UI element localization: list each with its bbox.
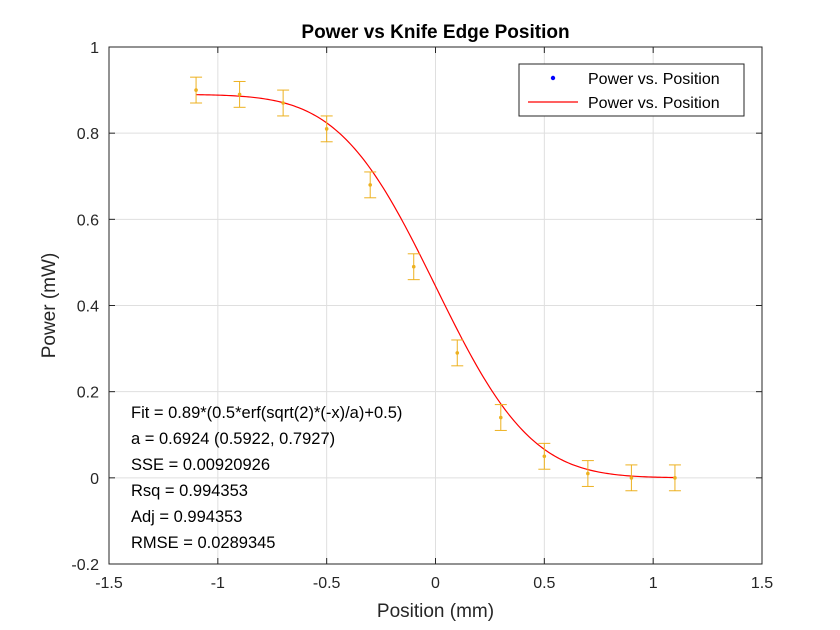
data-point bbox=[542, 454, 547, 459]
y-axis-label: Power (mW) bbox=[39, 253, 60, 359]
data-point bbox=[629, 476, 634, 480]
data-point bbox=[499, 415, 503, 420]
y-tick-label: 0.8 bbox=[77, 126, 99, 143]
annotation-fit-equation: Fit = 0.89*(0.5*erf(sqrt(2)*(-x)/a)+0.5) bbox=[131, 404, 402, 422]
data-point bbox=[586, 471, 590, 476]
y-tick-label: -0.2 bbox=[71, 557, 99, 574]
x-tick-labels: -1.5 -1 -0.5 0 0.5 1 1.5 bbox=[95, 575, 773, 592]
x-tick-label: 1.5 bbox=[751, 575, 773, 592]
legend: Power vs. Position Power vs. Position bbox=[518, 63, 745, 117]
fit-line-layer bbox=[196, 94, 675, 479]
data-point bbox=[324, 127, 329, 131]
legend-box bbox=[518, 63, 745, 117]
legend-entry-points: Power vs. Position bbox=[588, 71, 720, 88]
axis-ticks bbox=[108, 46, 763, 565]
x-tick-label: -1 bbox=[211, 575, 225, 592]
y-tick-label: 0.6 bbox=[77, 212, 99, 229]
data-point-with-errorbar bbox=[190, 76, 203, 104]
annotation-adj: Adj = 0.994353 bbox=[131, 508, 242, 526]
data-points-layer bbox=[190, 76, 681, 492]
data-point-with-errorbar bbox=[451, 339, 464, 367]
data-point-with-errorbar bbox=[538, 442, 551, 470]
y-tick-label: 0.2 bbox=[77, 385, 99, 402]
x-tick-label: 0 bbox=[431, 575, 440, 592]
y-tick-label: 0 bbox=[90, 471, 99, 488]
data-point bbox=[237, 92, 242, 97]
data-point-with-errorbar bbox=[581, 460, 594, 487]
data-point-with-errorbar bbox=[320, 115, 333, 143]
y-tick-label: 0.4 bbox=[77, 299, 99, 316]
data-point bbox=[368, 183, 373, 187]
data-point bbox=[411, 264, 416, 269]
annotation-sse: SSE = 0.00920926 bbox=[131, 456, 270, 474]
data-point bbox=[455, 351, 460, 355]
x-tick-label: -0.5 bbox=[313, 575, 341, 592]
y-tick-labels: -0.2 0 0.2 0.4 0.6 0.8 1 bbox=[71, 40, 99, 574]
legend-marker-points bbox=[550, 75, 556, 81]
data-point-with-errorbar bbox=[625, 464, 638, 492]
annotation-rmse: RMSE = 0.0289345 bbox=[131, 534, 275, 552]
data-point-with-errorbar bbox=[668, 464, 681, 492]
x-tick-label: 0.5 bbox=[533, 575, 555, 592]
annotation-rsq: Rsq = 0.994353 bbox=[131, 482, 248, 500]
x-tick-label: -1.5 bbox=[95, 575, 123, 592]
annotation-parameter-a: a = 0.6924 (0.5922, 0.7927) bbox=[131, 430, 335, 448]
legend-entry-fit: Power vs. Position bbox=[588, 95, 720, 112]
data-point-with-errorbar bbox=[277, 89, 290, 117]
data-point bbox=[194, 88, 198, 92]
data-point-with-errorbar bbox=[233, 80, 246, 108]
chart-title: Power vs Knife Edge Position bbox=[301, 22, 569, 43]
x-axis-label: Position (mm) bbox=[377, 601, 494, 622]
data-point-with-errorbar bbox=[494, 404, 507, 431]
data-point-with-errorbar bbox=[364, 171, 377, 199]
data-point bbox=[673, 476, 677, 480]
fit-curve bbox=[196, 94, 675, 479]
y-tick-label: 1 bbox=[90, 40, 99, 57]
data-point bbox=[281, 101, 285, 105]
fit-annotations: Fit = 0.89*(0.5*erf(sqrt(2)*(-x)/a)+0.5)… bbox=[131, 404, 402, 552]
data-point-with-errorbar bbox=[407, 253, 420, 281]
x-tick-label: 1 bbox=[649, 575, 658, 592]
